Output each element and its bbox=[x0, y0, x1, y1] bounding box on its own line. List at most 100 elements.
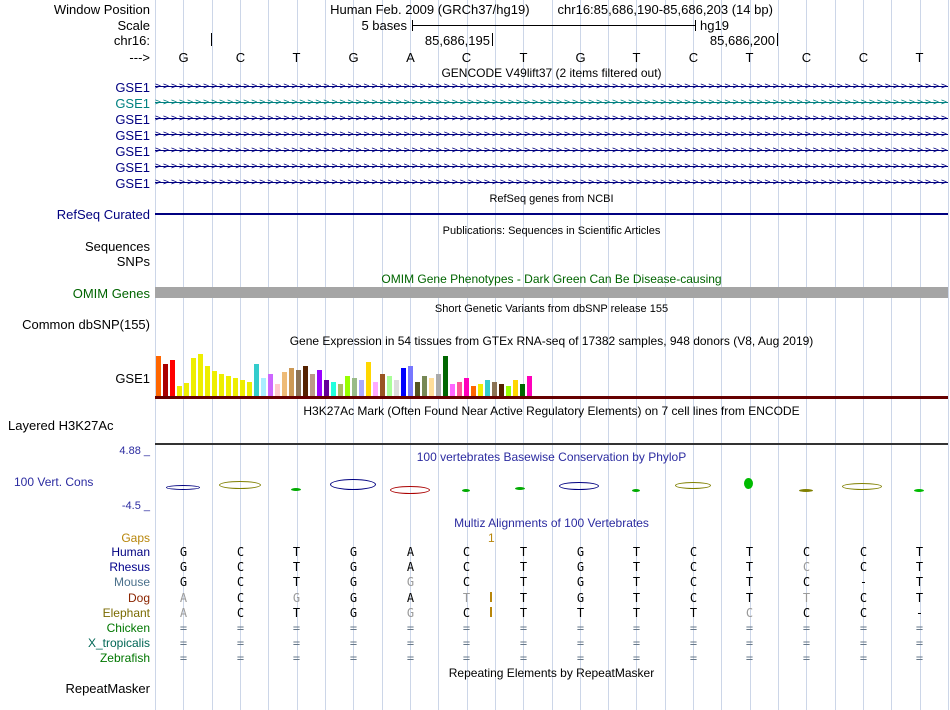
repeatmasker-label[interactable]: RepeatMasker bbox=[65, 681, 150, 696]
species-label-x-tropicalis[interactable]: X_tropicalis bbox=[87, 636, 150, 650]
align-base[interactable]: T bbox=[519, 591, 528, 605]
gtex-bar[interactable] bbox=[513, 380, 518, 396]
gtex-bar[interactable] bbox=[415, 382, 420, 396]
align-base[interactable]: C bbox=[859, 591, 868, 605]
align-base[interactable]: = bbox=[519, 621, 528, 635]
align-base[interactable]: = bbox=[349, 621, 358, 635]
phylop-glyph[interactable] bbox=[559, 482, 599, 490]
align-base[interactable]: = bbox=[689, 621, 698, 635]
gtex-bar[interactable] bbox=[366, 362, 371, 396]
multiz-header[interactable]: Multiz Alignments of 100 Vertebrates bbox=[454, 516, 649, 530]
gtex-bar[interactable] bbox=[261, 378, 266, 396]
align-base[interactable]: C bbox=[745, 606, 754, 620]
gtex-bar[interactable] bbox=[296, 370, 301, 396]
align-base[interactable]: = bbox=[406, 621, 415, 635]
align-base[interactable]: C bbox=[689, 545, 698, 559]
align-base[interactable]: G bbox=[349, 545, 358, 559]
gtex-bar[interactable] bbox=[212, 371, 217, 396]
align-base[interactable]: = bbox=[179, 636, 188, 650]
phylop-glyph[interactable] bbox=[166, 485, 200, 490]
gtex-bar[interactable] bbox=[359, 380, 364, 396]
align-base[interactable]: G bbox=[576, 575, 585, 589]
align-base[interactable]: T bbox=[519, 545, 528, 559]
phylop-header[interactable]: 100 vertebrates Basewise Conservation by… bbox=[416, 450, 687, 464]
align-base[interactable]: = bbox=[236, 621, 245, 635]
align-base[interactable]: = bbox=[292, 621, 301, 635]
align-base[interactable]: G bbox=[576, 545, 585, 559]
refseq-curated-label[interactable]: RefSeq Curated bbox=[56, 207, 150, 222]
align-base[interactable]: = bbox=[292, 651, 301, 665]
align-base[interactable]: C bbox=[802, 606, 811, 620]
gtex-bar[interactable] bbox=[219, 374, 224, 396]
align-base[interactable]: G bbox=[179, 545, 188, 559]
phylop-glyph[interactable] bbox=[291, 488, 301, 491]
align-base[interactable]: A bbox=[179, 591, 188, 605]
phylop-glyph[interactable] bbox=[675, 482, 711, 489]
refseq-header[interactable]: RefSeq genes from NCBI bbox=[489, 193, 614, 205]
align-base[interactable]: G bbox=[576, 560, 585, 574]
gtex-bar[interactable] bbox=[408, 366, 413, 396]
align-base[interactable]: T bbox=[915, 575, 924, 589]
align-base[interactable]: = bbox=[236, 651, 245, 665]
align-base[interactable]: A bbox=[406, 560, 415, 574]
align-base[interactable]: = bbox=[745, 651, 754, 665]
gtex-bar[interactable] bbox=[233, 378, 238, 396]
align-base[interactable]: C bbox=[802, 560, 811, 574]
track-label-gse1[interactable]: GSE1 bbox=[115, 112, 150, 127]
align-base[interactable]: = bbox=[859, 621, 868, 635]
align-base[interactable]: = bbox=[802, 621, 811, 635]
gtex-bar[interactable] bbox=[156, 356, 161, 396]
align-base[interactable]: G bbox=[179, 560, 188, 574]
sequences-label[interactable]: Sequences bbox=[84, 239, 150, 254]
align-base[interactable]: T bbox=[689, 606, 698, 620]
gtex-bar[interactable] bbox=[170, 360, 175, 396]
align-base[interactable]: C bbox=[462, 606, 471, 620]
gtex-bar[interactable] bbox=[478, 384, 483, 396]
align-base[interactable]: = bbox=[406, 651, 415, 665]
align-base[interactable]: T bbox=[292, 606, 301, 620]
gencode-transcript[interactable]: >>>>>>>>>>>>>>>>>>>>>>>>>>>>>>>>>>>>>>>>… bbox=[155, 113, 948, 124]
gtex-bar[interactable] bbox=[177, 386, 182, 396]
align-base[interactable]: = bbox=[689, 651, 698, 665]
align-base[interactable]: = bbox=[859, 651, 868, 665]
gtex-bar[interactable] bbox=[471, 386, 476, 396]
align-base[interactable]: T bbox=[632, 606, 641, 620]
phylop-glyph[interactable] bbox=[632, 489, 640, 492]
phylop-glyph[interactable] bbox=[842, 483, 882, 490]
track-label-gse1[interactable]: GSE1 bbox=[115, 160, 150, 175]
align-base[interactable]: - bbox=[915, 606, 924, 620]
cons-track-label[interactable]: 100 Vert. Cons bbox=[14, 475, 94, 489]
gtex-bar[interactable] bbox=[345, 376, 350, 396]
align-base[interactable]: C bbox=[236, 560, 245, 574]
align-base[interactable]: = bbox=[745, 621, 754, 635]
gtex-bar[interactable] bbox=[289, 368, 294, 396]
align-base[interactable]: = bbox=[802, 651, 811, 665]
gtex-bar[interactable] bbox=[485, 380, 490, 396]
gtex-bar[interactable] bbox=[324, 380, 329, 396]
align-base[interactable]: C bbox=[689, 560, 698, 574]
align-base[interactable]: G bbox=[349, 591, 358, 605]
gencode-transcript[interactable]: >>>>>>>>>>>>>>>>>>>>>>>>>>>>>>>>>>>>>>>>… bbox=[155, 97, 948, 108]
phylop-glyph[interactable] bbox=[219, 481, 261, 489]
align-base[interactable]: G bbox=[349, 560, 358, 574]
align-base[interactable]: A bbox=[406, 545, 415, 559]
align-base[interactable]: = bbox=[519, 636, 528, 650]
gtex-track-label[interactable]: GSE1 bbox=[115, 371, 150, 386]
align-base[interactable]: - bbox=[859, 575, 868, 589]
gtex-bar[interactable] bbox=[401, 368, 406, 396]
align-base[interactable]: C bbox=[236, 575, 245, 589]
align-base[interactable]: = bbox=[349, 636, 358, 650]
species-label-chicken[interactable]: Chicken bbox=[106, 621, 150, 635]
dbsnp-header[interactable]: Short Genetic Variants from dbSNP releas… bbox=[434, 303, 669, 315]
align-base[interactable]: T bbox=[292, 545, 301, 559]
gtex-bar[interactable] bbox=[499, 384, 504, 396]
gtex-bar[interactable] bbox=[254, 364, 259, 396]
align-base[interactable]: = bbox=[689, 636, 698, 650]
align-base[interactable]: = bbox=[462, 621, 471, 635]
gtex-bar[interactable] bbox=[464, 378, 469, 396]
gtex-bar[interactable] bbox=[338, 384, 343, 396]
common-dbsnp-label[interactable]: Common dbSNP(155) bbox=[22, 317, 150, 332]
gencode-transcript[interactable]: >>>>>>>>>>>>>>>>>>>>>>>>>>>>>>>>>>>>>>>>… bbox=[155, 145, 948, 156]
gencode-transcript[interactable]: >>>>>>>>>>>>>>>>>>>>>>>>>>>>>>>>>>>>>>>>… bbox=[155, 177, 948, 188]
species-label-human[interactable]: Human bbox=[111, 545, 150, 559]
